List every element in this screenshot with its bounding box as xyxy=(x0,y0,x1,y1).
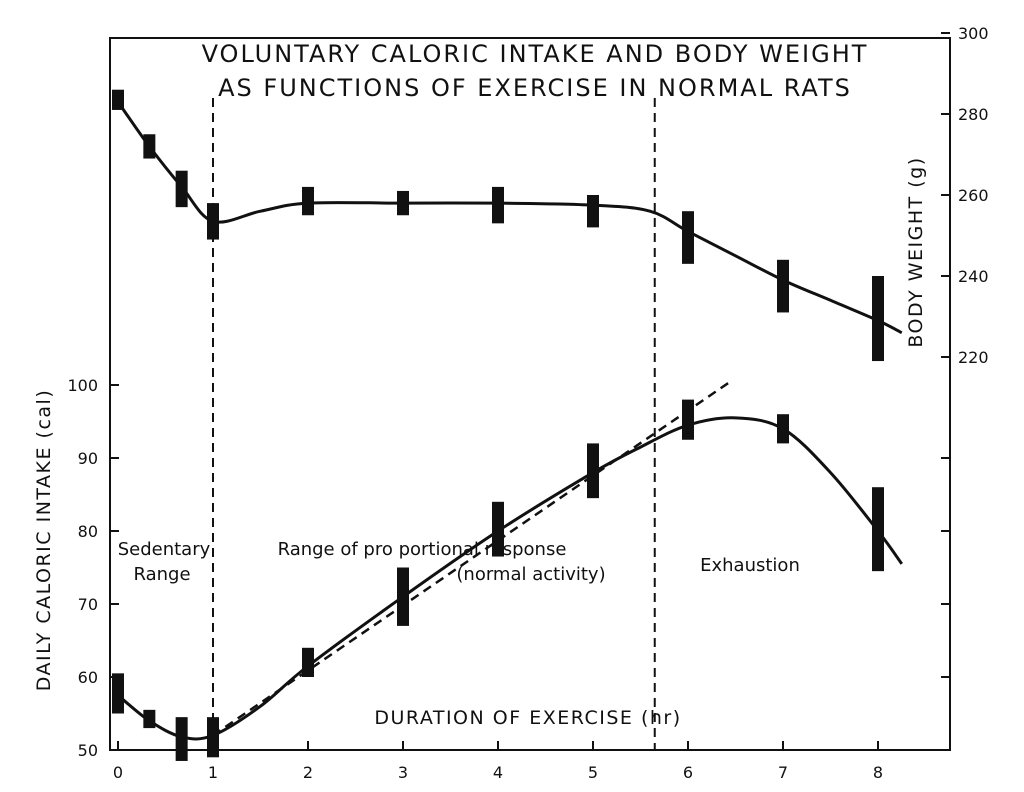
body-weight-error-bar xyxy=(492,186,504,224)
caloric-intake-error-bar xyxy=(302,647,314,677)
plot-frame xyxy=(109,37,951,751)
body-weight-error-bar xyxy=(682,211,694,264)
y-left-axis-label: DAILY CALORIC INTAKE (cal) xyxy=(33,389,55,692)
y-left-tick-label: 100 xyxy=(67,376,98,395)
y-right-tick-label: 240 xyxy=(958,267,989,286)
x-tick-label: 1 xyxy=(208,763,218,782)
x-tick-labels: 0 1 2 3 4 5 6 7 8 xyxy=(113,763,883,782)
body-weight-error-bar xyxy=(207,203,219,240)
region-proportional-label-1: Range of pro portional response xyxy=(278,539,567,560)
y-right-tick-label: 260 xyxy=(958,186,989,205)
body-weight-error-bar xyxy=(397,190,409,216)
x-axis-label: DURATION OF EXERCISE (hr) xyxy=(374,707,681,729)
caloric-intake-error-bar xyxy=(207,717,219,758)
y-left-tick-label: 50 xyxy=(78,741,98,760)
x-tick-label: 0 xyxy=(113,763,123,782)
x-tick-label: 8 xyxy=(873,763,883,782)
body-weight-error-bar xyxy=(112,89,124,110)
caloric-intake-error-bar xyxy=(682,399,694,440)
caloric-intake-error-bar xyxy=(143,709,156,729)
chart-title: VOLUNTARY CALORIC INTAKE AND BODY WEIGHT xyxy=(202,40,869,68)
y-left-tick-label: 60 xyxy=(78,668,98,687)
region-proportional-label-2: (normal activity) xyxy=(456,564,605,585)
caloric-intake-error-bar xyxy=(175,717,188,761)
body-weight-error-bar xyxy=(872,276,884,362)
y-right-axis-label: BODY WEIGHT (g) xyxy=(905,156,927,347)
caloric-intake-error-bar xyxy=(777,414,789,444)
x-tick-label: 2 xyxy=(303,763,313,782)
y-left-tick-label: 70 xyxy=(78,595,98,614)
y-right-tick-label: 300 xyxy=(958,24,989,43)
y-right-tick-labels: 220 240 260 280 300 xyxy=(958,24,989,367)
y-right-tick-label: 280 xyxy=(958,105,989,124)
caloric-intake-error-bar xyxy=(587,443,599,499)
x-tick-label: 3 xyxy=(398,763,408,782)
y-left-tick-label: 90 xyxy=(78,449,98,468)
region-sedentary-label-2: Range xyxy=(133,564,190,585)
caloric-intake-error-bar xyxy=(397,567,409,626)
body-weight-error-bar xyxy=(175,170,188,208)
x-tick-label: 7 xyxy=(778,763,788,782)
chart-subtitle: AS FUNCTIONS OF EXERCISE IN NORMAL RATS xyxy=(218,74,852,102)
region-exhaustion-label: Exhaustion xyxy=(700,555,800,576)
caloric-intake-error-bar xyxy=(872,487,884,572)
y-right-tick-label: 220 xyxy=(958,348,989,367)
caloric-intake-curve xyxy=(117,416,904,741)
body-weight-error-bar xyxy=(587,195,599,228)
x-tick-label: 4 xyxy=(493,763,503,782)
series-curves xyxy=(116,101,904,741)
y-left-tick-labels: 50 60 70 80 90 100 xyxy=(67,376,98,760)
caloric-intake-error-bar xyxy=(112,673,124,714)
error-bars xyxy=(112,89,884,761)
body-weight-error-bar xyxy=(777,259,789,313)
body-weight-error-bar xyxy=(143,134,156,159)
region-sedentary-label-1: Sedentary xyxy=(118,539,211,560)
axis-ticks xyxy=(110,32,950,751)
x-tick-label: 5 xyxy=(588,763,598,782)
body-weight-error-bar xyxy=(302,186,314,216)
y-left-tick-label: 80 xyxy=(78,522,98,541)
body-weight-curve xyxy=(116,101,903,335)
x-tick-label: 6 xyxy=(683,763,693,782)
caloric-intake-error-bar xyxy=(492,501,504,557)
